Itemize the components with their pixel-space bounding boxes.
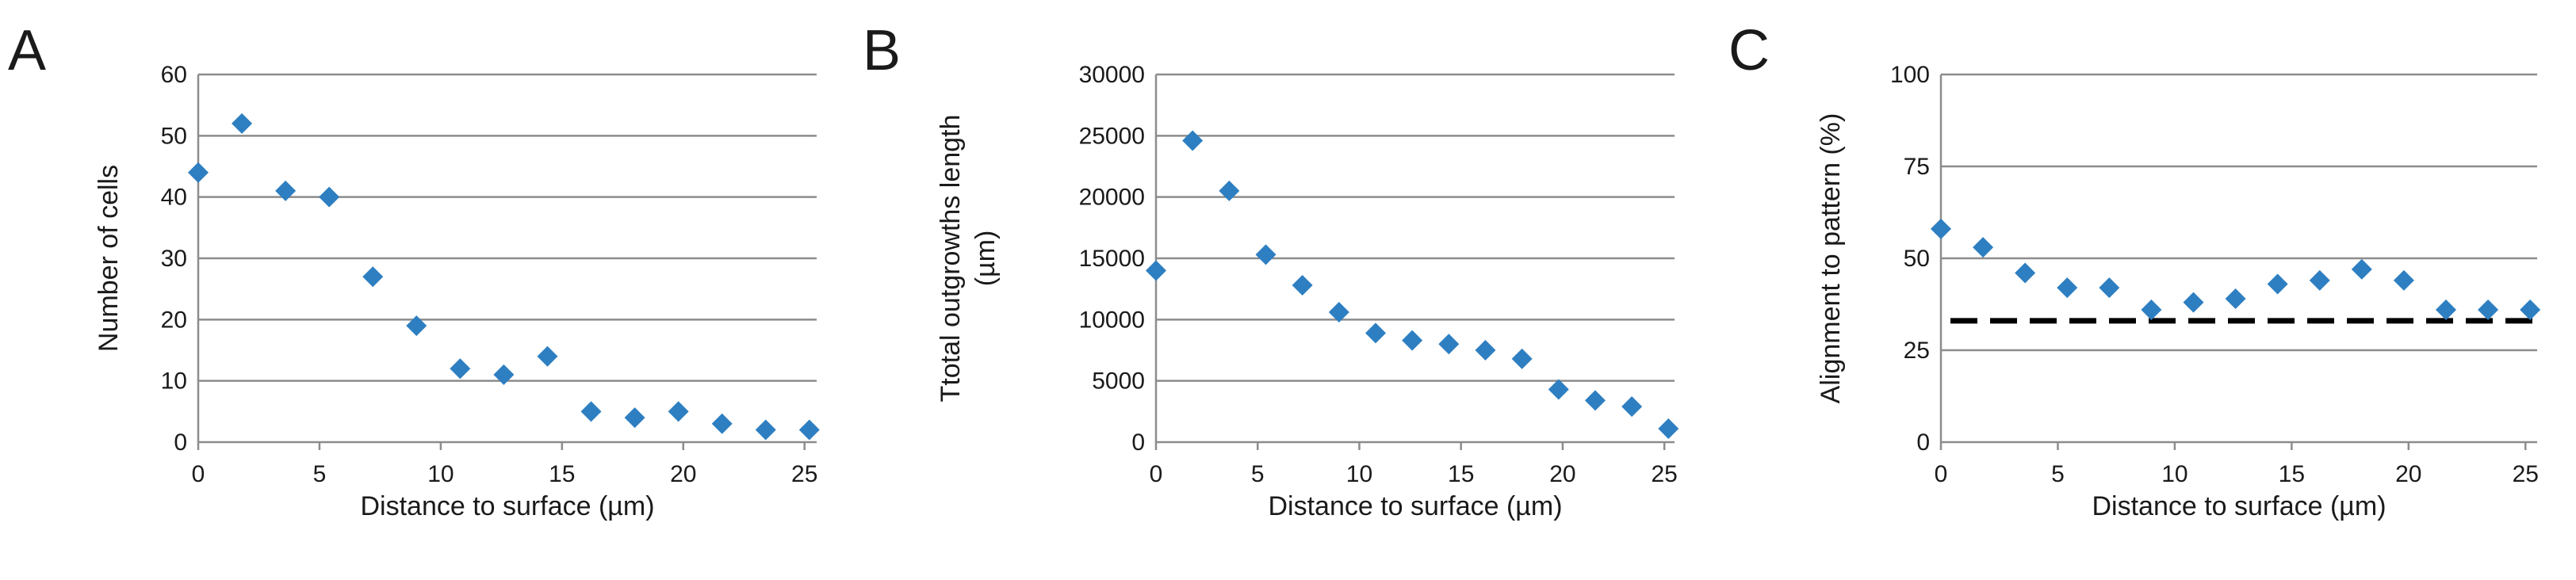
x-tick-label: 25 [791,461,817,487]
data-point [2309,269,2330,291]
x-tick-label: 20 [2395,461,2421,487]
data-point [2141,299,2162,320]
data-point [2099,277,2120,299]
y-tick-label: 15000 [1079,246,1145,272]
y-tick-label: 20000 [1079,185,1145,211]
y-tick-label: 30000 [1079,62,1145,88]
y-axis-label: Number of cells [94,165,124,352]
y-tick-label: 50 [161,123,187,149]
data-point [1182,130,1204,151]
data-point [1621,396,1643,418]
data-point [1402,330,1423,351]
y-tick-label: 5000 [1092,368,1145,395]
data-point [1438,334,1460,355]
x-tick-label: 20 [1549,461,1575,487]
y-tick-label: 25000 [1079,123,1145,149]
y-tick-label: 25 [1904,338,1930,364]
x-tick-label: 20 [670,461,696,487]
y-tick-label: 40 [161,185,187,211]
chart-b: 0 5000 10000 15000 20000 25000 30000 0 5 10 15 20 25… [936,62,1679,521]
x-tick-label: 5 [313,461,327,487]
y-tick-label: 50 [1904,246,1930,272]
data-point [755,419,776,441]
data-point [668,401,689,422]
data-point [580,401,602,422]
x-tick-label: 0 [1150,461,1163,487]
data-point [1584,390,1606,411]
data-point [2478,299,2499,320]
y-tick-label: 100 [1890,62,1930,88]
x-axis-label: Distance to surface (µm) [1268,491,1562,521]
y-tick-label: 0 [174,429,187,456]
data-point [2393,269,2414,291]
y-tick-label: 10000 [1079,307,1145,333]
x-axis-label: Distance to surface (µm) [2092,491,2386,521]
data-point [188,162,209,183]
data-point [624,407,645,429]
data-point [711,413,733,434]
y-tick-label: 0 [1916,429,1930,456]
chart-a: 0 10 20 30 40 50 60 0 5 10 15 20 25 Distance to surfa… [94,62,820,521]
data-point [1146,260,1166,281]
data-point [406,315,427,337]
x-tick-label: 0 [1935,461,1948,487]
data-point [1292,275,1313,296]
x-axis-label: Distance to surface (µm) [360,491,654,521]
x-tick-label: 25 [2513,461,2539,487]
data-point [2351,258,2372,280]
panel-letter-a: A [8,19,46,82]
data-point [537,345,558,367]
data-point [1219,180,1240,201]
y-tick-label: 60 [161,62,187,88]
y-tick-label: 30 [161,246,187,272]
data-point [1548,379,1569,400]
panel-letter-b: B [863,19,901,82]
data-point [2015,262,2036,284]
data-point [2057,277,2078,299]
data-point [1475,340,1496,361]
x-tick-label: 10 [2161,461,2187,487]
panel-letter-c: C [1728,19,1770,82]
data-point [450,358,471,380]
data-point [275,180,297,201]
data-point [1931,218,1951,239]
data-point [2435,299,2456,320]
x-tick-label: 0 [192,461,205,487]
data-point [1973,237,1994,258]
data-point [232,113,253,134]
x-tick-label: 10 [427,461,454,487]
y-axis-label: Ttotal outgrowths length (µm) [936,115,1001,403]
data-point [319,186,340,208]
y-tick-label: 0 [1131,429,1145,456]
data-point [1328,302,1349,323]
data-point [493,364,515,385]
data-point [1255,244,1277,265]
y-tick-label: 10 [161,368,187,395]
x-tick-label: 15 [549,461,575,487]
x-tick-label: 15 [1448,461,1474,487]
data-point [2183,292,2204,313]
data-point [362,266,384,288]
data-point [1658,418,1679,439]
x-tick-label: 5 [1251,461,1265,487]
y-axis-label-line: Ttotal outgrowths length [936,115,966,403]
x-tick-label: 25 [1651,461,1677,487]
data-point [798,419,820,441]
data-point [1365,322,1386,344]
data-point [2225,288,2246,310]
data-point [1511,348,1533,369]
x-tick-label: 5 [2051,461,2065,487]
x-tick-label: 15 [2279,461,2305,487]
chart-c: 0 25 50 75 100 0 5 10 15 20 25 Distance to surface … [1816,62,2541,521]
y-tick-label: 75 [1904,154,1930,180]
y-axis-label: Alignment to pattern (%) [1816,113,1846,404]
data-point [2267,273,2288,295]
y-axis-label-line: (µm) [970,231,1001,287]
data-point [2520,299,2541,320]
y-tick-label: 20 [161,307,187,333]
x-tick-label: 10 [1346,461,1372,487]
